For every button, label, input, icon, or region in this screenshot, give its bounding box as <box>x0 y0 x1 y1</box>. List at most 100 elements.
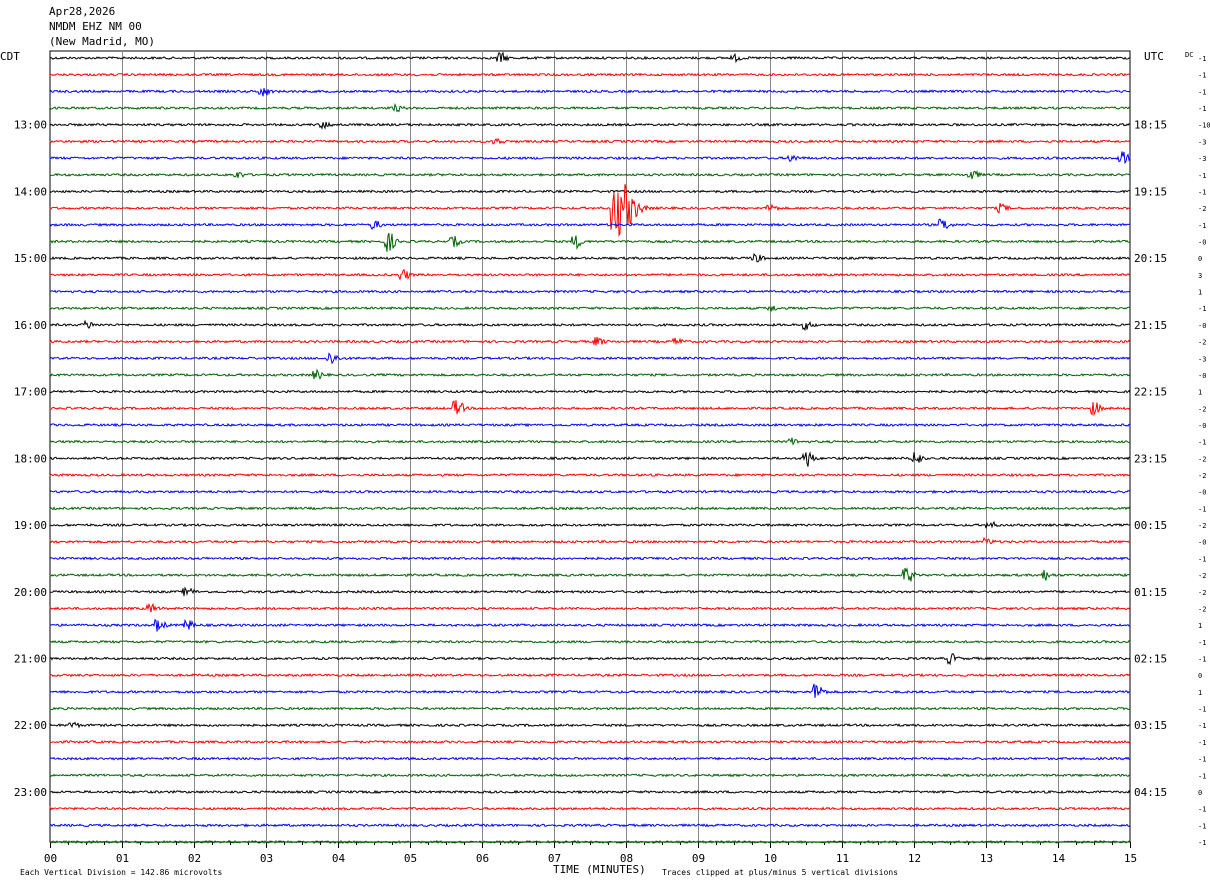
right-hour-label: 22:15 <box>1134 386 1167 399</box>
dc-offset-label: -3 <box>1198 355 1206 363</box>
trace-row <box>49 437 1131 446</box>
right-hour-label: 02:15 <box>1134 653 1167 666</box>
dc-offset-label: -10 <box>1198 122 1210 130</box>
axis-labels: 00 01 02 03 04 05 06 07 08 09 10 11 12 13 14 15-1-1-1-1… <box>14 55 1210 865</box>
right-hour-label: 04:15 <box>1134 786 1167 799</box>
left-hour-label: 19:00 <box>14 519 47 532</box>
trace-row <box>49 319 1131 332</box>
trace-row <box>49 72 1131 77</box>
x-tick-label: 03 <box>260 852 273 865</box>
trace-row <box>49 586 1131 597</box>
trace-row <box>49 618 1131 632</box>
trace-row <box>49 184 1131 237</box>
x-tick-label: 04 <box>332 852 346 865</box>
dc-offset-label: -1 <box>1198 739 1206 747</box>
dc-offset-label: -2 <box>1198 572 1206 580</box>
trace-row <box>49 756 1131 761</box>
trace-row <box>49 520 1131 529</box>
dc-offset-label: -1 <box>1198 105 1206 113</box>
dc-offset-label: -0 <box>1198 489 1206 497</box>
x-axis-title: TIME (MINUTES) <box>553 863 646 876</box>
dc-offset-label: -2 <box>1198 455 1206 463</box>
dc-offset-label: -0 <box>1198 238 1206 246</box>
dc-offset-label: -1 <box>1198 822 1206 830</box>
x-tick-label: 00 <box>44 852 57 865</box>
trace-row <box>49 823 1131 828</box>
x-tick-label: 12 <box>908 852 921 865</box>
seismic-traces <box>49 51 1131 845</box>
trace-row <box>49 232 1131 252</box>
x-tick-label: 15 <box>1124 852 1137 865</box>
trace-row <box>49 102 1131 113</box>
dc-offset-label: -0 <box>1198 322 1206 330</box>
trace-row <box>49 268 1131 281</box>
dc-offset-label: -1 <box>1198 706 1206 714</box>
dc-offset-label: -1 <box>1198 505 1206 513</box>
trace-row <box>49 151 1131 165</box>
x-tick-label: 05 <box>404 852 417 865</box>
x-tick-label: 07 <box>548 852 561 865</box>
trace-row <box>49 839 1131 845</box>
dc-offset-label: -2 <box>1198 339 1206 347</box>
dc-offset-label: -1 <box>1198 72 1206 80</box>
right-hour-label: 18:15 <box>1134 119 1167 132</box>
trace-row <box>49 352 1131 365</box>
right-hour-label: 03:15 <box>1134 719 1167 732</box>
dc-offset-label: 0 <box>1198 672 1202 680</box>
trace-row <box>49 739 1131 745</box>
dc-offset-label: -2 <box>1198 589 1206 597</box>
trace-row <box>49 422 1131 428</box>
left-hour-label: 17:00 <box>14 386 47 399</box>
trace-row <box>49 169 1131 180</box>
trace-row <box>49 536 1131 545</box>
dc-offset-label: 0 <box>1198 255 1202 263</box>
station-location: (New Madrid, MO) <box>49 35 155 48</box>
scale-note: Each Vertical Division = 142.86 microvol… <box>20 868 222 877</box>
right-timezone-label: UTC <box>1144 50 1164 63</box>
dc-offset-label: -1 <box>1198 722 1206 730</box>
dc-offset-label: -2 <box>1198 472 1206 480</box>
trace-row <box>49 218 1131 231</box>
dc-offset-label: -1 <box>1198 222 1206 230</box>
plot-grid <box>49 50 1131 848</box>
x-tick-label: 13 <box>980 852 993 865</box>
trace-row <box>49 400 1131 417</box>
dc-offset-label: -1 <box>1198 806 1206 814</box>
left-hour-label: 13:00 <box>14 119 47 132</box>
right-hour-label: 20:15 <box>1134 252 1167 265</box>
dc-offset-label: -1 <box>1198 55 1206 63</box>
trace-row <box>49 683 1131 698</box>
dc-offset-label: 0 <box>1198 789 1202 797</box>
dc-offset-label: 1 <box>1198 289 1202 297</box>
dc-offset-label: -1 <box>1198 305 1206 313</box>
trace-row <box>49 789 1131 795</box>
dc-offset-label: -1 <box>1198 656 1206 664</box>
left-timezone-label: CDT <box>0 50 20 63</box>
dc-offset-label: -0 <box>1198 422 1206 430</box>
dc-offset-label: 1 <box>1198 389 1202 397</box>
dc-offset-label: -1 <box>1198 639 1206 647</box>
plot-date: Apr28,2026 <box>49 5 116 18</box>
dc-offset-label: -1 <box>1198 555 1206 563</box>
left-hour-label: 21:00 <box>14 653 47 666</box>
trace-row <box>49 773 1131 778</box>
trace-row <box>49 121 1131 130</box>
trace-row <box>49 87 1131 97</box>
right-hour-label: 00:15 <box>1134 519 1167 532</box>
right-hour-label: 21:15 <box>1134 319 1167 332</box>
trace-row <box>49 51 1131 64</box>
dc-offset-label: -3 <box>1198 138 1206 146</box>
dc-offset-label: -1 <box>1198 439 1206 447</box>
trace-row <box>49 305 1131 312</box>
dc-offset-label: 3 <box>1198 272 1202 280</box>
right-hour-label: 19:15 <box>1134 185 1167 198</box>
left-hour-label: 22:00 <box>14 719 47 732</box>
trace-row <box>49 506 1131 511</box>
x-tick-label: 10 <box>764 852 777 865</box>
trace-row <box>49 451 1131 467</box>
dc-offset-label: -2 <box>1198 522 1206 530</box>
trace-row <box>49 639 1131 645</box>
clip-note: Traces clipped at plus/minus 5 vertical … <box>662 868 898 877</box>
trace-row <box>49 336 1131 346</box>
right-hour-label: 01:15 <box>1134 586 1167 599</box>
